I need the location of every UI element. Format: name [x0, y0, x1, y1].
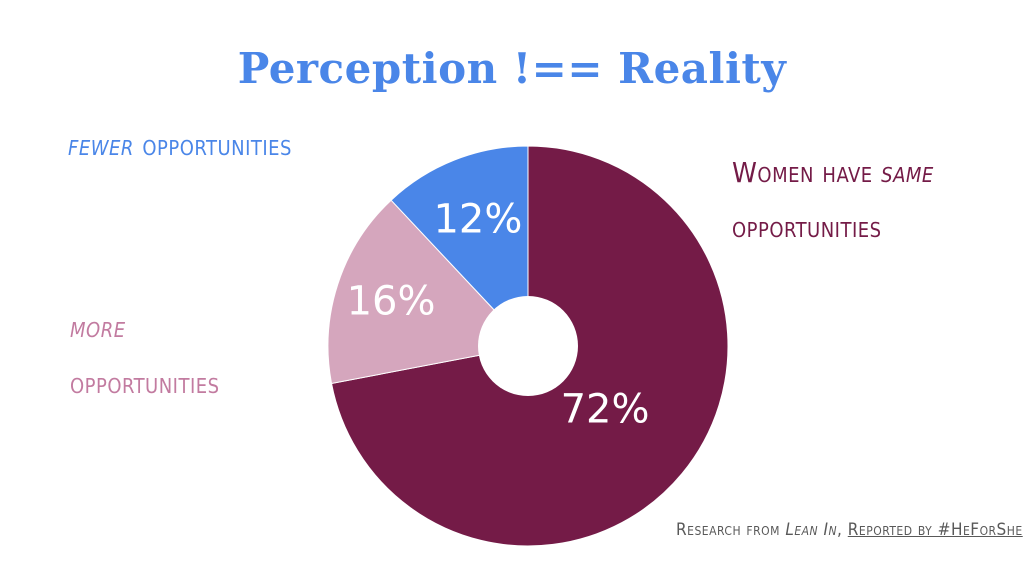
label-fewer-rest: opportunities — [133, 129, 292, 162]
label-more-opportunities: more opportunities — [70, 300, 220, 412]
pie-slice-1 — [327, 199, 529, 385]
slice-value-label-0: 72% — [561, 387, 650, 433]
label-fewer-emphasis: fewer — [68, 129, 134, 162]
label-same-opportunities: Women have same opportunities — [732, 146, 934, 255]
label-same-prefix: Women have — [732, 156, 882, 189]
slice-value-label-1: 16% — [347, 279, 436, 325]
footer-reported-link[interactable]: Reported by #HeForShe — [847, 520, 1023, 540]
footer-separator: , — [837, 520, 848, 540]
pie-slice-2 — [390, 145, 529, 348]
label-more-rest: opportunities — [70, 367, 220, 400]
slice-value-label-2: 12% — [433, 197, 522, 243]
footer-citation: Research from Lean In, Reported by #HeFo… — [676, 520, 1023, 540]
label-same-rest: opportunities — [732, 210, 882, 244]
donut-hole — [478, 296, 578, 396]
footer-prefix: Research from — [676, 520, 786, 540]
footer-source: Lean In — [785, 520, 838, 540]
label-fewer-opportunities: fewer opportunities — [68, 126, 292, 167]
label-same-emphasis: same — [881, 156, 934, 189]
slide-title: Perception !== Reality — [237, 44, 787, 93]
label-more-emphasis: more — [70, 311, 126, 344]
